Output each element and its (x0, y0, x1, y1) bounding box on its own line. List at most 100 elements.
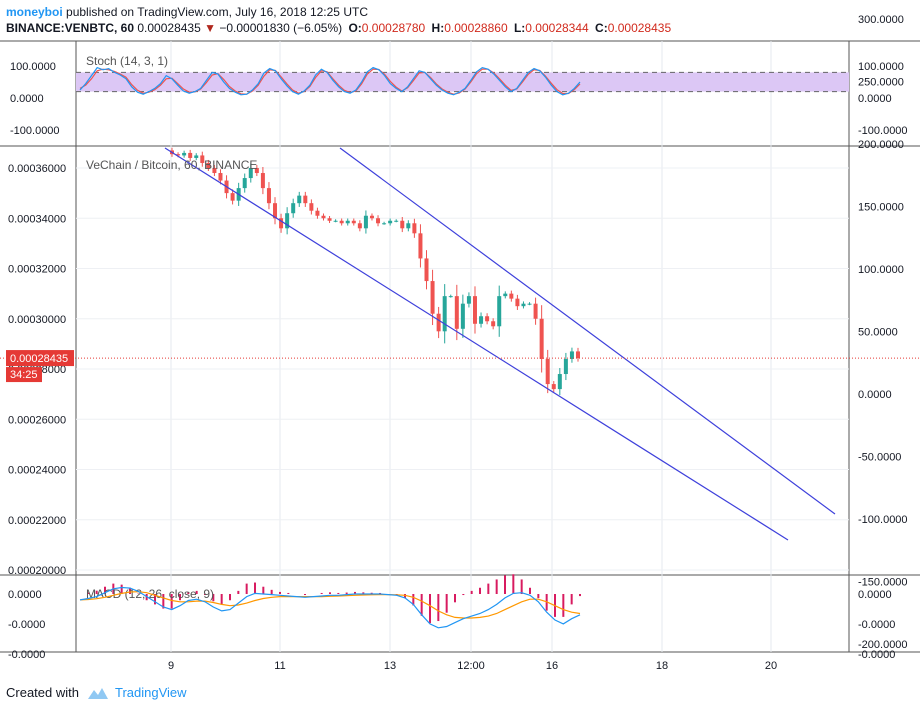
candle-body (569, 351, 574, 359)
down-arrow-icon: ▼ (204, 21, 216, 35)
candle-body (357, 223, 362, 229)
candle-body (533, 303, 538, 319)
symbol-line: BINANCE:VENBTC, 60 0.00028435 ▼ −0.00001… (6, 20, 906, 36)
candle-body (242, 178, 247, 189)
candle-body (188, 152, 193, 158)
candle-body (309, 203, 314, 211)
chart-area[interactable]: 9 11 13 12:00 16 18 20 100.0000 100.0000 0.0000 0.… (0, 0, 920, 680)
tradingview-logo-icon (87, 688, 108, 699)
candle-body (194, 155, 199, 158)
candle-body (176, 154, 181, 156)
candle-body (545, 358, 550, 385)
stoch-left-tick: 100.0000 (10, 61, 56, 73)
candle-body (557, 374, 562, 390)
time-tick-label: 16 (546, 660, 558, 672)
high-value: 0.00028860 (444, 21, 508, 35)
candle-body (539, 318, 544, 359)
candle-body (509, 293, 514, 299)
open-label: O: (348, 21, 362, 35)
price-left-tick: 0.00026000 (8, 414, 66, 426)
candle-body (321, 215, 326, 219)
price-left-tick: 0.00036000 (8, 163, 66, 175)
main-chart-title: VeChain / Bitcoin, 60, BINANCE (86, 158, 257, 172)
candle-body (497, 296, 502, 327)
candle-body (454, 296, 459, 329)
time-tick-label: 12:00 (457, 660, 485, 672)
price-right-tick: -200.0000 (858, 639, 908, 651)
stoch-left-tick: 0.0000 (10, 93, 44, 105)
candle-body (285, 213, 290, 229)
candle-body (376, 218, 381, 224)
chart-header: moneyboi published on TradingView.com, J… (6, 4, 906, 36)
current-price: 0.00028435 (137, 21, 201, 35)
price-left-tick: 0.00030000 (8, 314, 66, 326)
stoch-d-line (79, 68, 581, 95)
candle-body (485, 316, 490, 322)
price-right-tick: 0.0000 (858, 389, 892, 401)
stoch-title: Stoch (14, 3, 1) (86, 54, 168, 68)
candle-body (273, 203, 278, 219)
price-right-tick: -100.0000 (858, 514, 908, 526)
stoch-right-tick: 0.0000 (858, 93, 892, 105)
macd-right-tick: -0.0000 (858, 619, 895, 631)
author-name[interactable]: moneyboi (6, 5, 63, 19)
candle-body (382, 223, 387, 225)
price-right-tick: -150.0000 (858, 577, 908, 589)
candle-body (327, 218, 332, 221)
candle-body (206, 162, 211, 168)
price-plot (164, 147, 836, 541)
time-tick-label: 13 (384, 660, 396, 672)
channel-upper-line (339, 147, 836, 515)
close-label: C: (595, 21, 608, 35)
candle-body (448, 296, 453, 298)
candle-body (291, 203, 296, 214)
candle-body (479, 316, 484, 324)
last-price-badge (6, 350, 74, 367)
candle-body (182, 152, 187, 156)
candle-body (521, 303, 526, 307)
price-right-tick: -50.0000 (858, 452, 901, 464)
candle-body (400, 220, 405, 229)
price-right-tick: 300.0000 (858, 14, 904, 26)
candle-body (315, 210, 320, 216)
candle-body (218, 173, 223, 181)
publish-line: moneyboi published on TradingView.com, J… (6, 4, 906, 20)
macd-signal-line (79, 591, 581, 619)
low-value: 0.00028344 (525, 21, 589, 35)
macd-right-tick: 0.0000 (858, 589, 892, 601)
candle-body (466, 296, 471, 304)
macd-line (79, 586, 581, 629)
macd-left-tick: 0.0000 (8, 589, 42, 601)
candle-body (266, 188, 271, 204)
candle-body (576, 351, 580, 359)
tradingview-brand[interactable]: TradingView (114, 685, 187, 700)
price-right-tick: 150.0000 (858, 202, 904, 214)
stoch-right-tick: -100.0000 (858, 125, 908, 137)
candle-body (345, 220, 350, 224)
stoch-right-tick: 100.0000 (858, 61, 904, 73)
close-value: 0.00028435 (607, 21, 672, 35)
price-left-tick: 0.00022000 (8, 515, 66, 527)
macd-left-tick: -0.0000 (8, 619, 45, 631)
candle-body (412, 223, 417, 234)
footer: Created with TradingView (6, 685, 187, 701)
price-left-tick: 0.00034000 (8, 213, 66, 225)
macd-left-tick: -0.0000 (8, 649, 45, 661)
candle-body (394, 220, 399, 222)
stoch-k-line (79, 66, 581, 96)
candle-body (212, 168, 217, 174)
stoch-left-tick: -100.0000 (10, 125, 60, 137)
candle-body (430, 281, 435, 314)
candle-body (303, 195, 308, 204)
candle-body (279, 218, 284, 229)
low-label: L: (513, 21, 526, 35)
candle-body (436, 313, 441, 332)
candle-body (563, 358, 568, 375)
candle-body (527, 303, 532, 305)
candle-body (297, 195, 302, 204)
candle-body (363, 215, 368, 229)
macd-right-tick: -0.0000 (858, 649, 895, 661)
candle-body (551, 384, 556, 390)
candle-body (248, 168, 253, 179)
time-tick-label: 18 (656, 660, 668, 672)
